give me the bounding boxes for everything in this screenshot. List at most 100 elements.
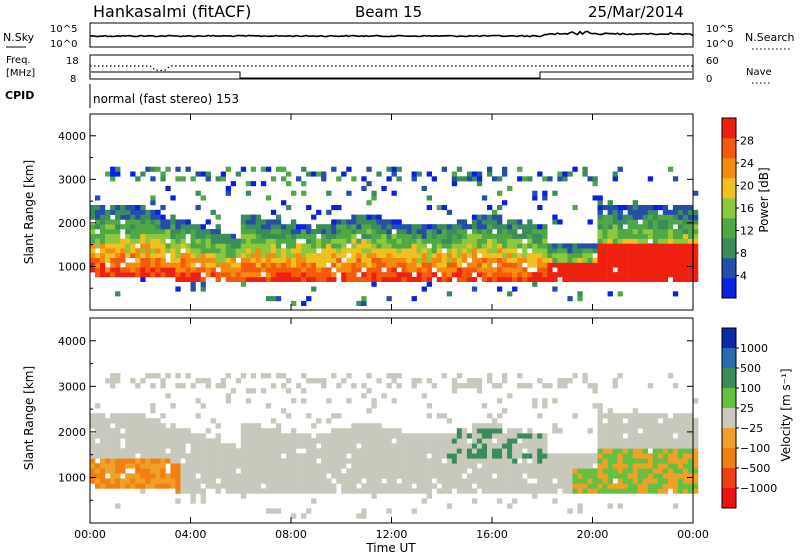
power-cell [140, 224, 146, 230]
power-cell [431, 243, 437, 249]
velocity-cell [215, 473, 221, 479]
freq-label-1: Freq. [6, 55, 31, 66]
velocity-cell [471, 448, 478, 454]
power-cell [662, 262, 669, 268]
velocity-cell [150, 483, 156, 489]
power-cell [612, 229, 618, 235]
velocity-cell [125, 458, 131, 464]
velocity-cell [286, 388, 292, 394]
power-cell [406, 267, 412, 273]
power-cell [662, 205, 669, 211]
power-cell [517, 238, 523, 244]
power-cell [170, 238, 176, 244]
velocity-cell [567, 488, 573, 494]
power-cell [155, 224, 161, 230]
velocity-cell [180, 453, 186, 459]
velocity-cell [260, 463, 267, 469]
velocity-cell [597, 408, 603, 414]
power-cell [617, 248, 623, 254]
power-cell [376, 214, 382, 220]
velocity-cell [135, 438, 141, 444]
velocity-cell [180, 448, 186, 454]
power-cell [275, 229, 282, 235]
velocity-cell [140, 458, 146, 464]
velocity-cell [476, 443, 483, 449]
power-cell [185, 267, 191, 273]
velocity-cell [275, 468, 282, 474]
power-cell [406, 252, 412, 258]
velocity-cell [441, 433, 447, 439]
velocity-cell [582, 378, 588, 384]
power-cell [617, 166, 623, 172]
power-cell [677, 214, 684, 220]
power-cell [421, 272, 427, 278]
power-cell [688, 257, 694, 263]
velocity-cell [90, 458, 96, 464]
velocity-cell [130, 448, 136, 454]
velocity-cell [255, 423, 262, 429]
velocity-cell [497, 398, 503, 404]
power-cell [190, 267, 196, 273]
velocity-cell [401, 473, 407, 479]
power-cell [155, 257, 161, 263]
power-cell [331, 272, 337, 278]
velocity-cell [512, 448, 518, 454]
velocity-cell [667, 453, 674, 459]
power-cell [431, 257, 437, 263]
velocity-cell [612, 458, 618, 464]
velocity-cell [537, 448, 543, 454]
power-cell [461, 233, 468, 239]
velocity-cell [542, 463, 548, 469]
velocity-cell [662, 488, 669, 494]
power-cell [617, 276, 623, 282]
power-cell [401, 257, 407, 263]
velocity-cell [346, 473, 352, 479]
velocity-cell [487, 463, 493, 469]
power-cell [291, 248, 297, 254]
power-cell [622, 248, 628, 254]
velocity-cell [607, 463, 613, 469]
power-cell [557, 219, 563, 225]
velocity-cell [190, 478, 196, 484]
velocity-cell [270, 508, 277, 514]
power-cell [296, 262, 302, 268]
power-cell [582, 243, 588, 249]
velocity-cell [185, 428, 191, 434]
velocity-cell [275, 473, 282, 479]
power-cell [386, 276, 392, 282]
power-cell [100, 238, 106, 244]
power-cell [170, 267, 176, 273]
power-cell [250, 166, 257, 172]
power-cell [652, 209, 659, 215]
power-cell [150, 272, 156, 278]
velocity-cell [296, 433, 302, 439]
velocity-cell [331, 373, 337, 379]
power-cell [652, 262, 659, 268]
power-cell [507, 248, 513, 254]
power-cell [386, 248, 392, 254]
power-cell [612, 214, 618, 220]
power-cell [165, 243, 171, 249]
power-cell [682, 229, 689, 235]
power-cell [190, 229, 196, 235]
velocity-cell [356, 453, 362, 459]
power-cell [250, 238, 257, 244]
power-cell [275, 257, 282, 263]
power-cell [386, 176, 392, 182]
velocity-cell [260, 453, 267, 459]
velocity-cell [617, 503, 623, 509]
power-cell [492, 238, 498, 244]
velocity-cell [331, 473, 337, 479]
power-cell [487, 219, 493, 225]
velocity-cell [371, 438, 377, 444]
power-cell [200, 243, 206, 249]
power-cell [562, 248, 568, 254]
velocity-cell [265, 443, 272, 449]
velocity-cell [617, 443, 623, 449]
velocity-cell [185, 478, 191, 484]
power-cell [416, 267, 422, 273]
velocity-cell [647, 458, 654, 464]
power-cell [627, 209, 633, 215]
velocity-cell [376, 473, 382, 479]
velocity-cell [220, 453, 226, 459]
